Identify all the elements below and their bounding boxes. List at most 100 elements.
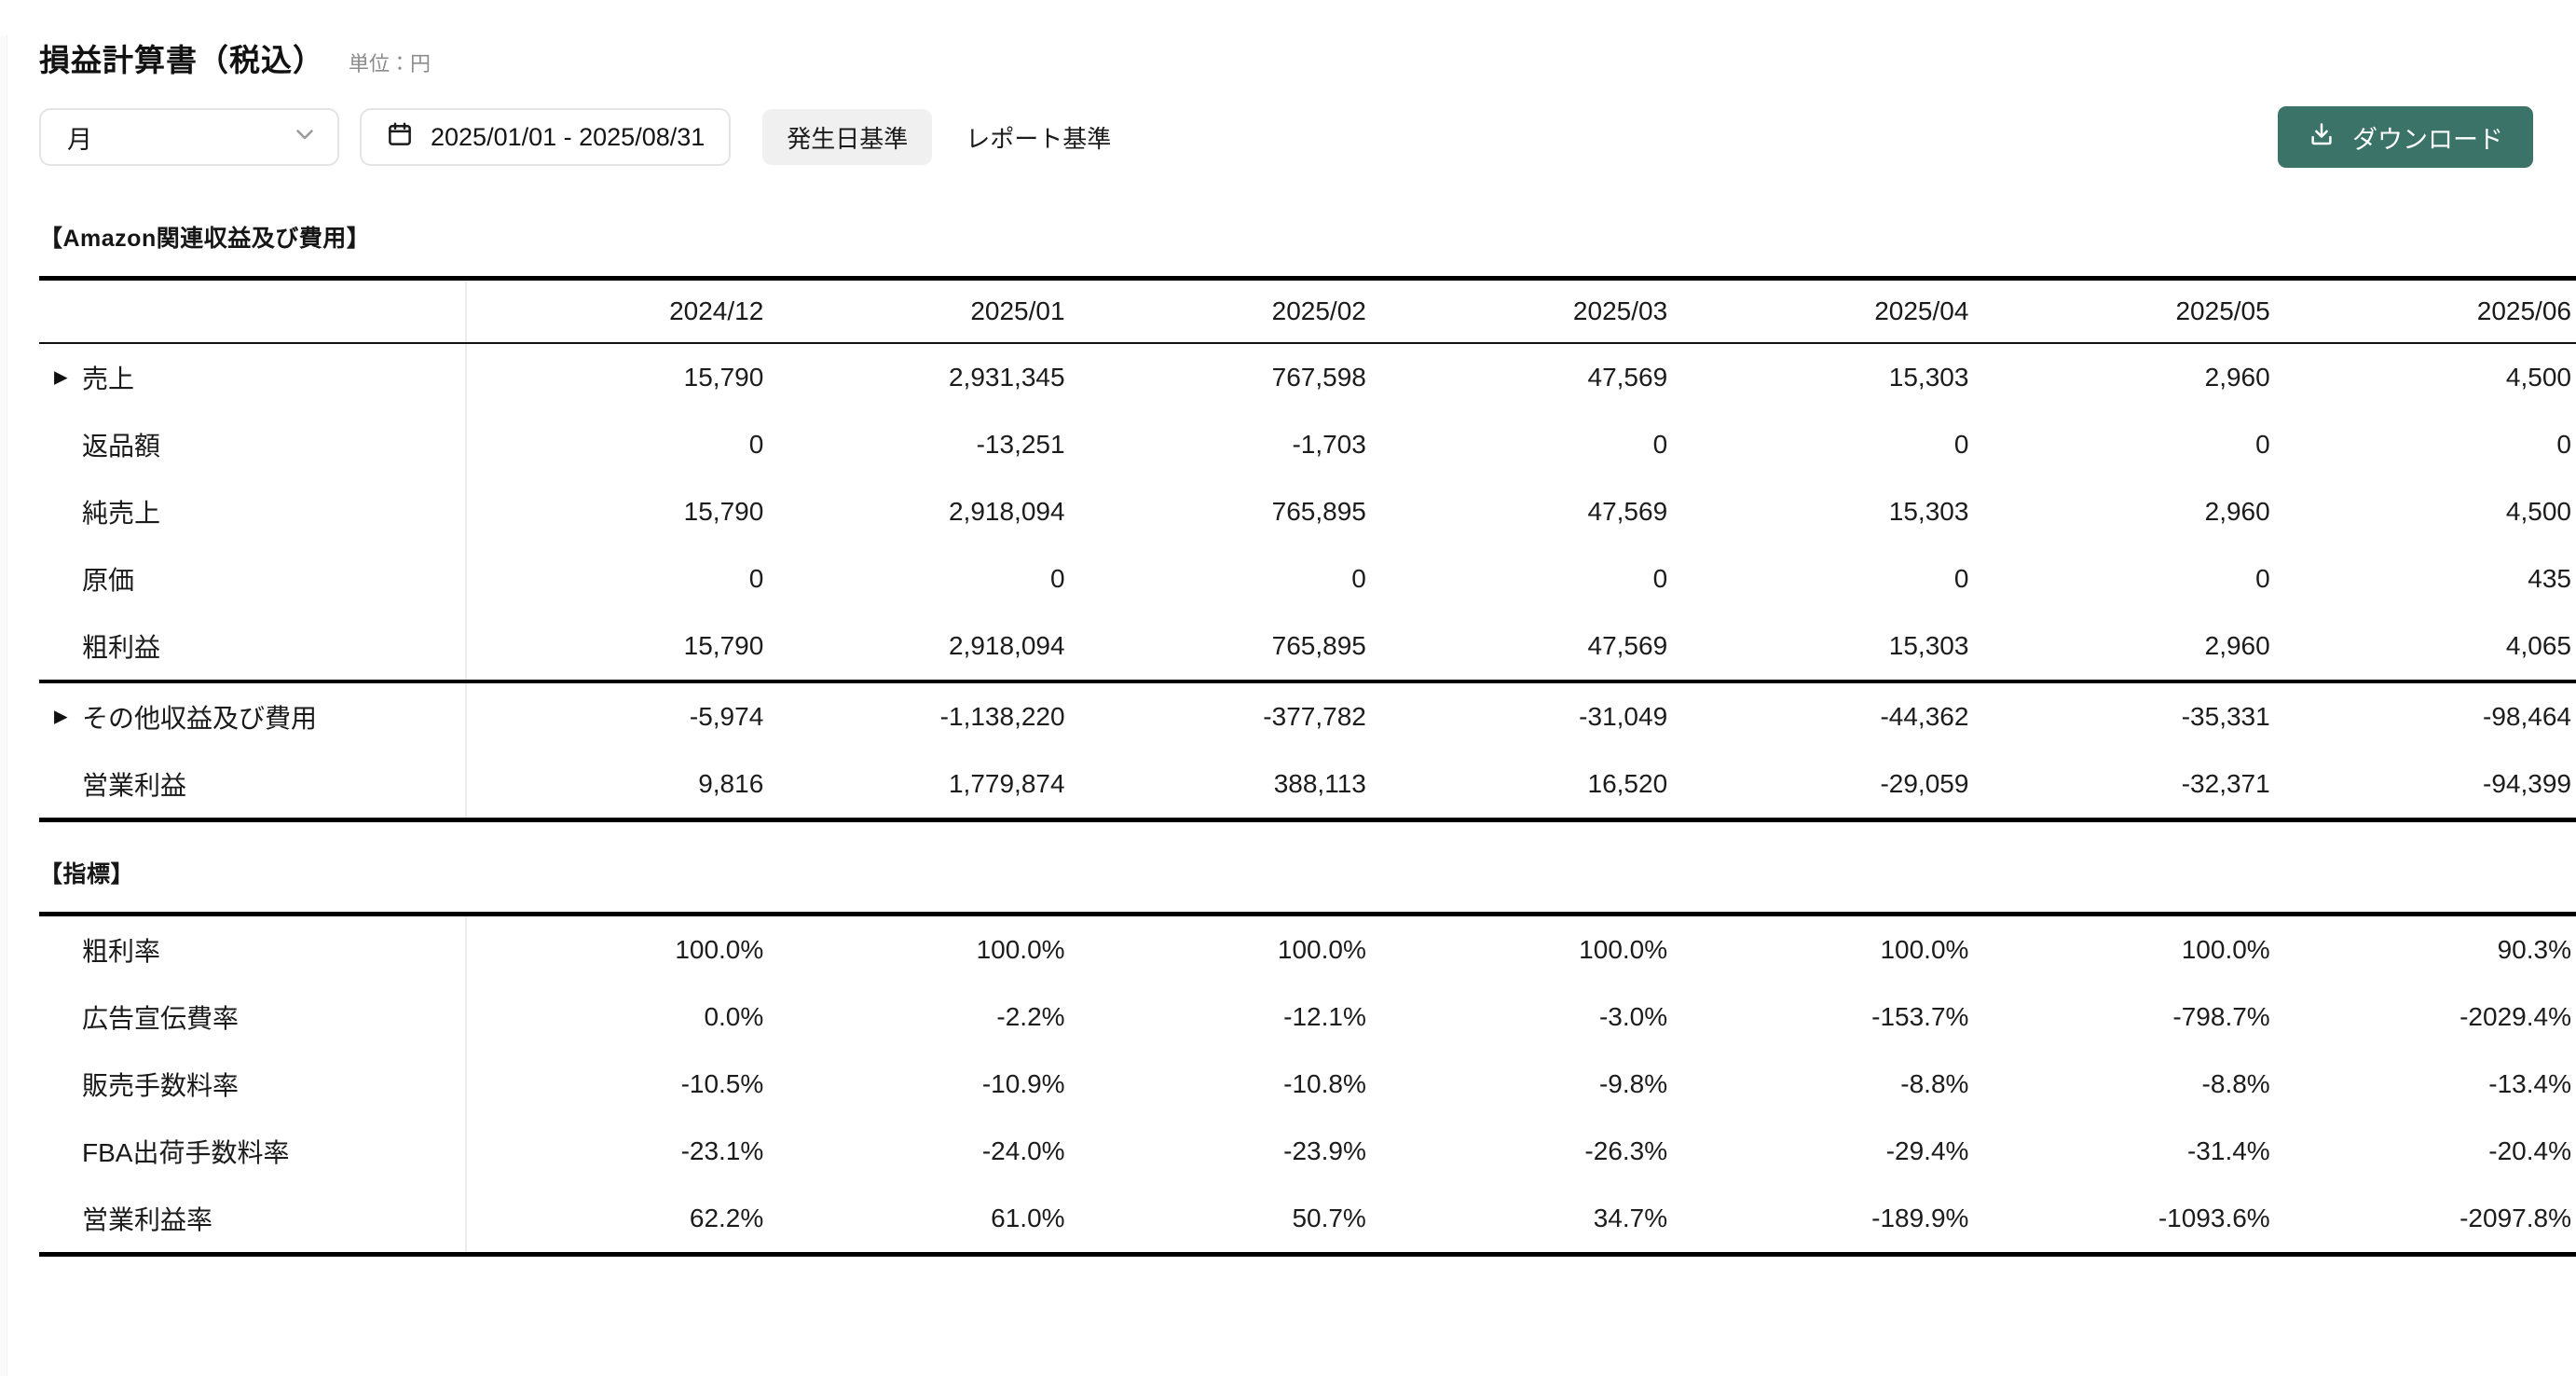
- cell-value: -94,399: [2483, 769, 2571, 798]
- cell-value: 16,520: [1587, 769, 1668, 798]
- row-label-cell: 販売手数料率: [39, 1051, 467, 1118]
- unit-label: 単位：円: [349, 52, 432, 76]
- row-label-cell[interactable]: ▶ その他収益及び費用: [39, 683, 467, 750]
- table-row: 原価 0 0 0 0 0 0 435: [39, 545, 2576, 612]
- cell-value: 2,931,345: [948, 363, 1065, 392]
- cell-value: -29,059: [1880, 769, 1969, 798]
- cell-value: 435: [2528, 564, 2571, 593]
- tab-label: 発生日基準: [787, 124, 909, 153]
- data-table: 粗利率 100.0% 100.0% 100.0% 100.0% 100.0% 100.0% 9…: [39, 912, 2576, 1257]
- row-label: その他収益及び費用: [82, 704, 318, 733]
- row-label-cell: 原価: [39, 545, 467, 612]
- report-section: 【Amazon関連収益及び費用】 2024/12 2025/01 2025/02 20…: [39, 220, 2576, 822]
- cell-value: -2097.8%: [2460, 1204, 2571, 1232]
- cell-value: -98,464: [2483, 702, 2571, 731]
- cell-value: 50.7%: [1292, 1204, 1366, 1232]
- tab-label: レポート基準: [966, 124, 1112, 153]
- cell-value: 100.0%: [976, 935, 1065, 964]
- cell-value: -377,782: [1263, 702, 1366, 731]
- cell-value: 765,895: [1271, 631, 1366, 660]
- chevron-down-icon: [291, 120, 319, 155]
- table-row: 営業利益率 62.2% 61.0% 50.7% 34.7% -189.9% -1093.6%…: [39, 1185, 2576, 1252]
- cell-value: -1,703: [1292, 430, 1366, 459]
- cell-value: 47,569: [1587, 631, 1668, 660]
- cell-value: -8.8%: [2201, 1069, 2270, 1098]
- cell-value: 765,895: [1271, 497, 1366, 526]
- row-label: 返品額: [82, 432, 161, 461]
- date-range-value: 2025/01/01 - 2025/08/31: [431, 122, 706, 151]
- cell-value: -798.7%: [2172, 1002, 2270, 1031]
- title-row: 損益計算書（税込） 単位：円: [39, 35, 2576, 80]
- cell-value: -29.4%: [1885, 1136, 1969, 1165]
- cell-value: -1,138,220: [939, 702, 1065, 731]
- basis-tabs: 発生日基準 レポート基準: [762, 109, 1135, 165]
- cell-value: -35,331: [2181, 702, 2270, 731]
- cell-value: -10.8%: [1283, 1069, 1366, 1098]
- section-heading: 【指標】: [39, 861, 135, 888]
- cell-value: 388,113: [1273, 769, 1366, 798]
- cell-value: 0: [1953, 430, 1969, 459]
- cell-value: 2,960: [2204, 497, 2270, 526]
- table-row: 営業利益 9,816 1,779,874 388,113 16,520 -29,059 -3…: [39, 750, 2576, 818]
- cell-value: 100.0%: [675, 935, 764, 964]
- tab-report-basis[interactable]: レポート基準: [941, 109, 1135, 165]
- row-group: 粗利率 100.0% 100.0% 100.0% 100.0% 100.0% 100.0% 9…: [39, 916, 2576, 1252]
- report-page: 損益計算書（税込） 単位：円 月 2025/01/01 - 2025/08/31…: [0, 35, 2576, 1257]
- table-row: 純売上 15,790 2,918,094 765,895 47,569 15,303 2,9…: [39, 478, 2576, 545]
- period-select[interactable]: 月: [39, 108, 339, 166]
- row-label-cell: 純売上: [39, 478, 467, 545]
- cell-value: 0: [1351, 564, 1366, 593]
- header-spacer-cell: [39, 281, 467, 342]
- cell-value: 767,598: [1271, 363, 1366, 392]
- cell-value: 0: [748, 564, 764, 593]
- cell-value: -31,049: [1579, 702, 1668, 731]
- row-label: 広告宣伝費率: [82, 1004, 240, 1033]
- cell-value: -24.0%: [981, 1136, 1065, 1165]
- row-label: 売上: [82, 365, 135, 393]
- report-section: 【指標】 粗利率 100.0% 100.0% 100.0% 100.0% 100.0% 10…: [39, 856, 2576, 1257]
- cell-value: 0: [748, 430, 764, 459]
- row-label-cell: 営業利益率: [39, 1185, 467, 1252]
- section-heading: 【Amazon関連収益及び費用】: [39, 226, 371, 252]
- column-header: 2025/05: [2175, 296, 2270, 325]
- cell-value: -5,974: [689, 702, 764, 731]
- cell-value: 15,303: [1888, 497, 1969, 526]
- column-header: 2025/04: [1874, 296, 1969, 325]
- table-row: ▶ 売上 15,790 2,931,345 767,598 47,569 15,303 2,9…: [39, 344, 2576, 411]
- cell-value: -44,362: [1880, 702, 1969, 731]
- cell-value: -153.7%: [1871, 1002, 1969, 1031]
- cell-value: 0: [1652, 564, 1668, 593]
- row-label: 粗利益: [82, 633, 161, 662]
- cell-value: 2,960: [2204, 631, 2270, 660]
- row-label-cell: 粗利率: [39, 916, 467, 984]
- cell-value: -10.9%: [981, 1069, 1065, 1098]
- cell-value: -2029.4%: [2460, 1002, 2571, 1031]
- cell-value: -23.9%: [1283, 1136, 1366, 1165]
- download-button-label: ダウンロード: [2352, 125, 2503, 154]
- cell-value: -31.4%: [2186, 1136, 2270, 1165]
- cell-value: -189.9%: [1871, 1204, 1969, 1232]
- cell-value: 0: [2255, 564, 2270, 593]
- date-range-picker[interactable]: 2025/01/01 - 2025/08/31: [360, 108, 732, 166]
- cell-value: 100.0%: [1277, 935, 1366, 964]
- cell-value: 47,569: [1587, 363, 1668, 392]
- cell-value: -20.4%: [2488, 1136, 2571, 1165]
- cell-value: 62.2%: [689, 1204, 764, 1232]
- row-label: 営業利益率: [82, 1205, 213, 1234]
- expand-icon[interactable]: ▶: [54, 707, 68, 727]
- cell-value: -12.1%: [1283, 1002, 1366, 1031]
- expand-icon[interactable]: ▶: [54, 367, 68, 388]
- row-label-cell[interactable]: ▶ 売上: [39, 344, 467, 411]
- tab-accrual-basis[interactable]: 発生日基準: [762, 109, 933, 165]
- row-label: 営業利益: [82, 771, 187, 800]
- cell-value: 47,569: [1587, 497, 1668, 526]
- cell-value: 0.0%: [704, 1002, 764, 1031]
- calendar-icon: [386, 120, 414, 155]
- table-row: FBA出荷手数料率 -23.1% -24.0% -23.9% -26.3% -29.4% -…: [39, 1118, 2576, 1185]
- table-row: 広告宣伝費率 0.0% -2.2% -12.1% -3.0% -153.7% -798.7%…: [39, 984, 2576, 1051]
- table-row: 粗利率 100.0% 100.0% 100.0% 100.0% 100.0% 100.0% 9…: [39, 916, 2576, 984]
- column-header: 2025/03: [1572, 296, 1668, 325]
- cell-value: -2.2%: [996, 1002, 1065, 1031]
- download-button[interactable]: ダウンロード: [2278, 106, 2533, 168]
- row-groups: 粗利率 100.0% 100.0% 100.0% 100.0% 100.0% 100.0% 9…: [39, 916, 2576, 1252]
